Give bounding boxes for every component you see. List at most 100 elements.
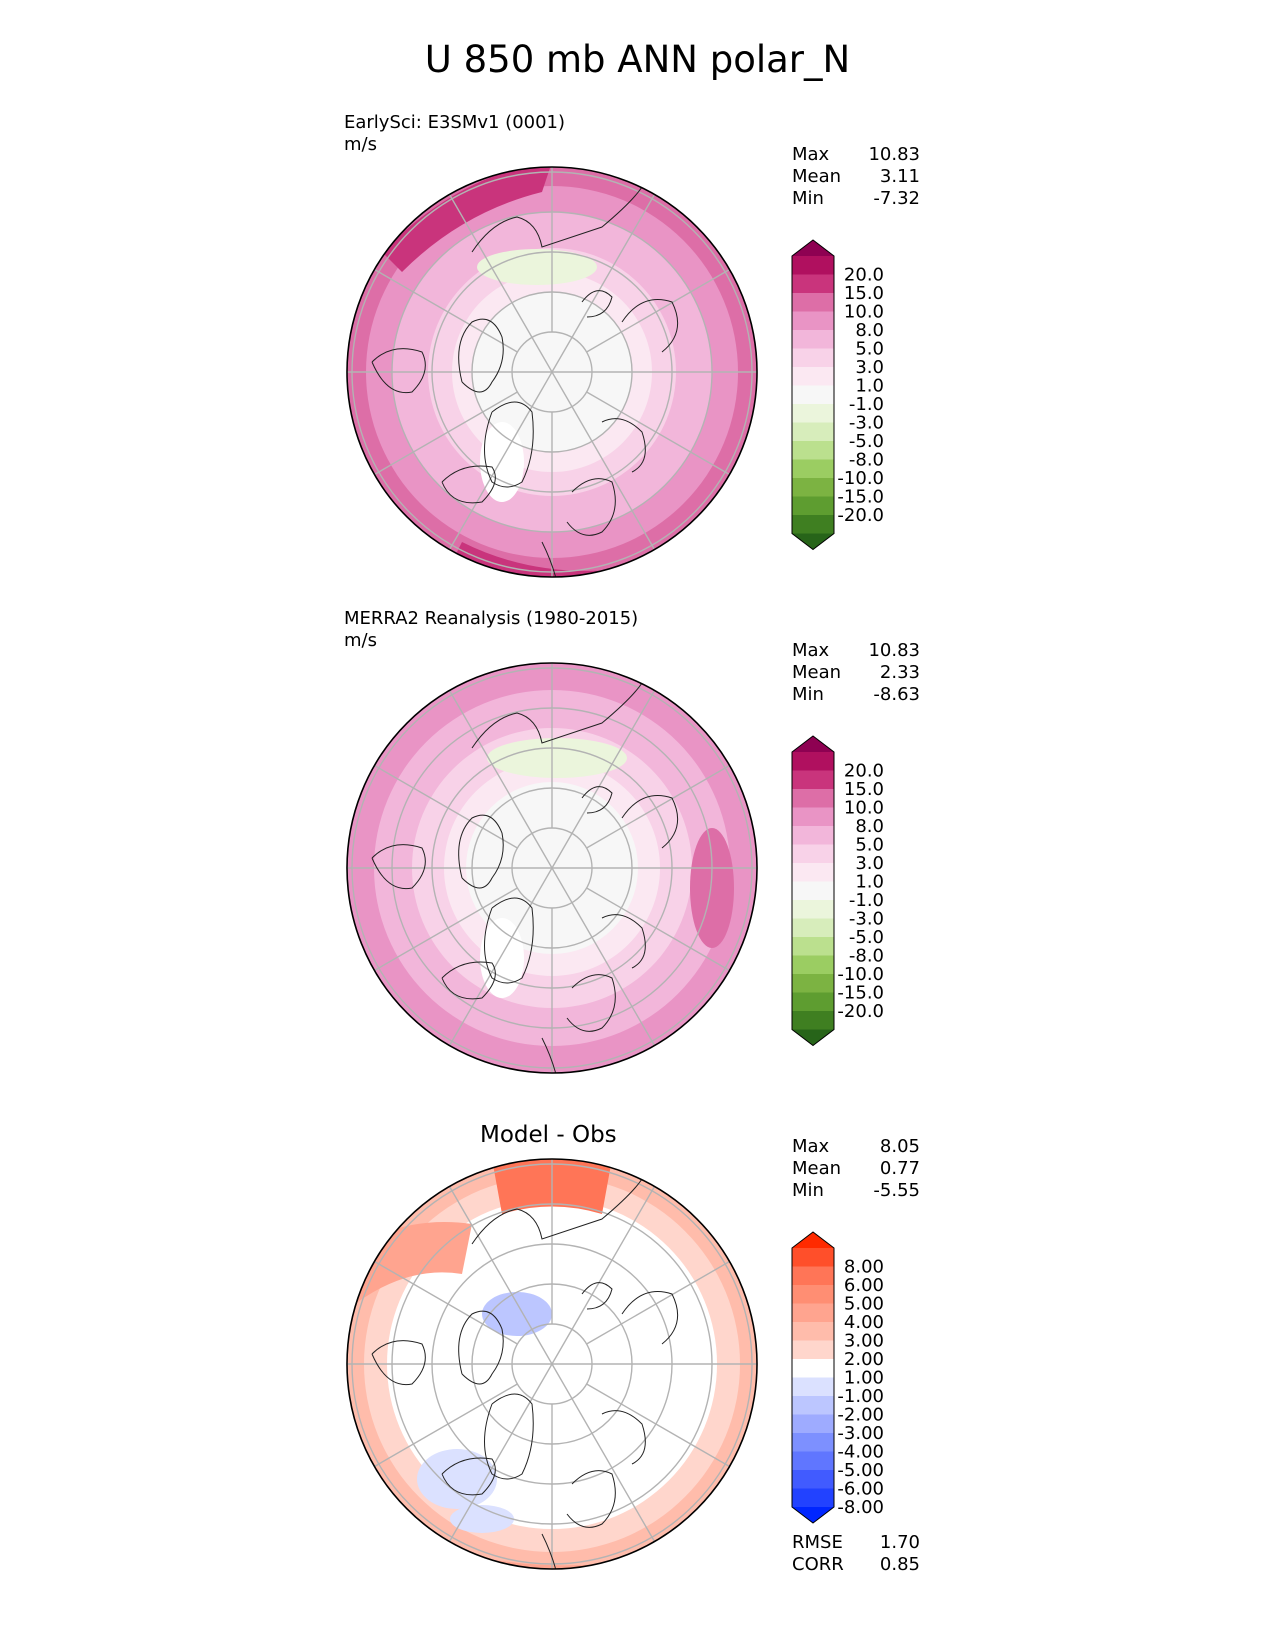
colorbar-diff-tick-label: 2.00	[844, 1349, 884, 1370]
colorbar-ref-tick-label: -10.0	[837, 964, 884, 985]
map-diff-longitude-line	[531, 1329, 573, 1399]
colorbar-diff-block	[792, 1488, 834, 1508]
map-ref-coastline	[566, 974, 616, 1032]
colorbar-test-extend-max	[792, 240, 834, 256]
map-ref-longitude-line	[374, 764, 518, 849]
map-diff-coastline	[371, 1340, 426, 1386]
panel-test-stats: Max 10.83 Mean 3.11 Min -7.32	[792, 144, 920, 210]
stat-max: Max 10.83	[792, 640, 920, 661]
map-diff-coastline	[566, 1470, 616, 1528]
map-ref-graticule	[347, 663, 757, 1073]
colorbar-test-tick-label: 3.0	[855, 357, 884, 378]
colorbar-test-tick-label: 5.0	[855, 339, 884, 360]
colorbar-diff-block	[792, 1303, 834, 1323]
map-diff-map-boundary	[346, 1158, 758, 1570]
map-diff-coastline	[601, 1410, 646, 1465]
colorbar-ref-extend-max	[792, 736, 834, 752]
colorbar-test-block	[792, 422, 834, 442]
colorbar-diff-block	[792, 1451, 834, 1471]
map-test-contour-band	[477, 249, 597, 285]
colorbar-test-block	[792, 459, 834, 479]
colorbar-ref-block	[792, 807, 834, 827]
colorbar-ref-block	[792, 974, 834, 993]
colorbar-diff-tick-label: 4.00	[844, 1312, 884, 1333]
colorbar-ref-block	[792, 937, 834, 956]
colorbar-diff-tick-label: -5.00	[837, 1460, 884, 1481]
polar-map-test	[346, 166, 758, 578]
colorbar-ref-tick-label: -15.0	[837, 983, 884, 1004]
colorbar-ref-block	[792, 789, 834, 808]
colorbar-ref-tick-label: 20.0	[844, 761, 884, 782]
map-test-coastline	[371, 348, 426, 394]
polar-map-diff	[346, 1158, 758, 1570]
colorbar-test-block	[792, 274, 834, 294]
colorbar-test-tick-label: 10.0	[844, 302, 884, 323]
map-test-longitude-line	[571, 406, 656, 550]
map-ref-coastline	[541, 1037, 558, 1073]
map-diff-longitude-line	[586, 1383, 730, 1468]
map-diff-longitude-line	[571, 1398, 656, 1542]
map-diff-coastline	[471, 1178, 643, 1245]
colorbar-diff-extend-min	[792, 1507, 834, 1523]
colorbar-ref-extend-min	[792, 1029, 834, 1046]
colorbar-diff-block	[792, 1285, 834, 1304]
map-diff-longitude-line	[448, 1186, 533, 1330]
colorbar-test-block	[792, 311, 834, 331]
map-diff-longitude-line	[571, 1186, 656, 1330]
colorbar-diff-tick-label: -1.00	[837, 1386, 884, 1407]
map-test-coastline	[484, 401, 534, 488]
map-ref-longitude-line	[571, 902, 656, 1046]
map-diff-field	[347, 1159, 757, 1569]
panel-test-units: m/s	[344, 134, 377, 155]
map-test-longitude-line	[374, 391, 518, 476]
stat-max: Max 8.05	[792, 1136, 920, 1157]
colorbar-ref: 20.015.010.08.05.03.01.0-1.0-3.0-5.0-8.0…	[791, 735, 884, 1047]
colorbar-ref-block	[792, 900, 834, 919]
colorbar-ref-block	[792, 844, 834, 864]
colorbar-ref-tick-label: -3.0	[849, 909, 884, 930]
colorbar-ref-tick-label: -5.0	[849, 927, 884, 948]
colorbar-diff-block	[792, 1470, 834, 1489]
colorbar-test-block	[792, 348, 834, 368]
map-diff-coastline	[541, 1533, 558, 1569]
map-test-longitude-line	[531, 337, 573, 407]
colorbar-diff-block	[792, 1248, 834, 1267]
colorbar-test-tick-label: 20.0	[844, 265, 884, 286]
colorbar-test-tick-label: -8.0	[849, 450, 884, 471]
map-test-coastline	[581, 290, 613, 318]
colorbar-diff-block	[792, 1433, 834, 1452]
map-ref-longitude-line	[531, 833, 573, 903]
colorbar-diff-tick-label: -6.00	[837, 1479, 884, 1500]
map-test-contour-band	[382, 167, 552, 272]
panel-diff-stats: Max 8.05 Mean 0.77 Min -5.55	[792, 1136, 920, 1202]
map-ref-contour-band	[487, 738, 627, 778]
polar-map-ref	[346, 662, 758, 1074]
map-ref-longitude-line	[448, 690, 533, 834]
metric-corr: CORR 0.85	[792, 1554, 920, 1575]
map-ref-coastline	[441, 961, 496, 1000]
colorbar-ref-block	[792, 918, 834, 938]
map-ref-coastline	[601, 914, 646, 969]
colorbar-ref-tick-label: 10.0	[844, 798, 884, 819]
map-test-longitude-line	[448, 406, 533, 550]
map-test-coastline	[621, 299, 679, 353]
colorbar-diff-tick-label: -8.00	[837, 1497, 884, 1518]
colorbar-ref-tick-label: 5.0	[855, 835, 884, 856]
stat-mean: Mean 0.77	[792, 1158, 920, 1179]
colorbar-test-tick-label: -20.0	[837, 505, 884, 526]
colorbar-test-block	[792, 385, 834, 405]
colorbar-diff: 8.006.005.004.003.002.001.00-1.00-2.00-3…	[791, 1231, 884, 1524]
colorbar-diff-block	[792, 1266, 834, 1286]
map-test-coastline	[441, 465, 496, 504]
map-ref-longitude-line	[374, 887, 518, 972]
colorbar-diff-tick-label: -4.00	[837, 1442, 884, 1463]
colorbar-diff-tick-label: 8.00	[844, 1257, 884, 1278]
colorbar-test-block	[792, 478, 834, 497]
colorbar-diff-block	[792, 1377, 834, 1397]
colorbar-diff-block	[792, 1396, 834, 1415]
colorbar-diff-tick-label: 5.00	[844, 1294, 884, 1315]
colorbar-diff-tick-label: -3.00	[837, 1423, 884, 1444]
map-test-longitude-line	[374, 268, 518, 353]
colorbar-diff-block	[792, 1359, 834, 1378]
map-test-coastline	[471, 186, 643, 253]
